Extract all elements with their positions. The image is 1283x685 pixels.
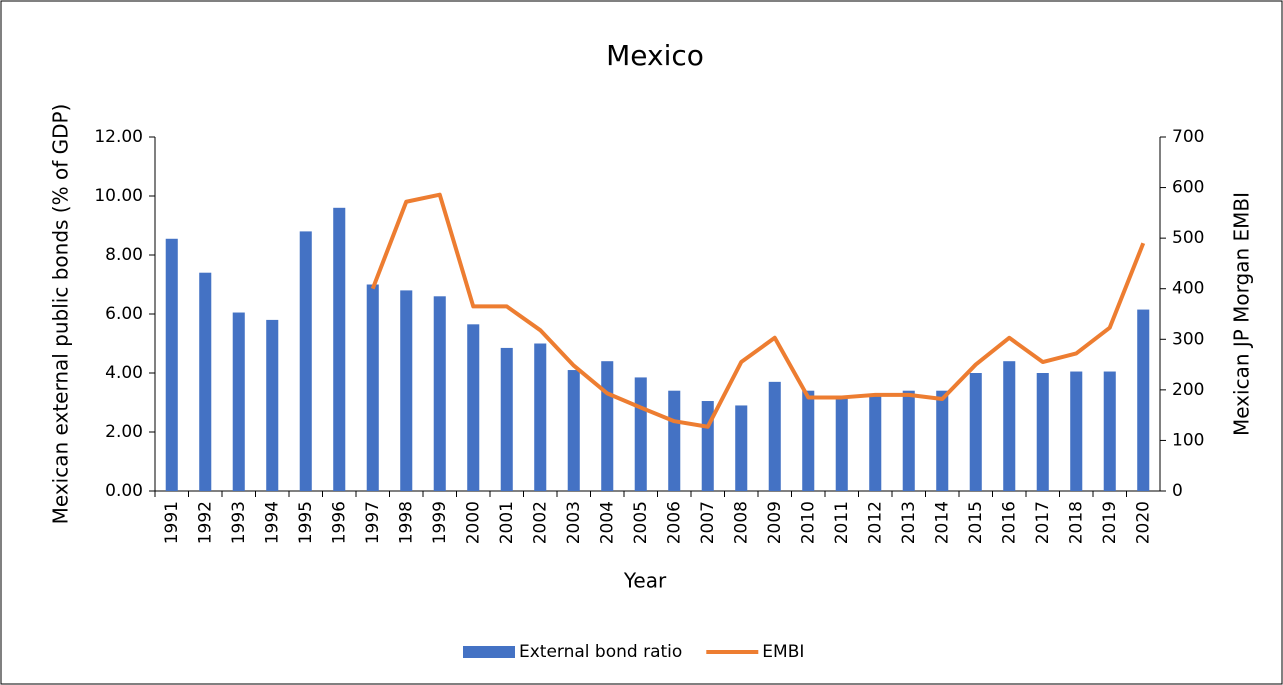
y2-tick-label: 300 — [1172, 329, 1204, 349]
y-tick-label: 8.00 — [105, 245, 143, 265]
bar — [936, 390, 949, 491]
x-tick-label: 2005 — [631, 501, 651, 544]
y2-tick-label: 200 — [1172, 380, 1204, 400]
x-tick-label: 2012 — [865, 501, 885, 544]
bar — [802, 390, 815, 491]
y2-tick-label: 500 — [1172, 228, 1204, 248]
legend-label: EMBI — [762, 642, 804, 662]
bar — [869, 393, 882, 491]
bar — [1003, 361, 1016, 491]
x-tick-label: 2003 — [564, 501, 584, 544]
x-tick-label: 2004 — [597, 501, 617, 544]
legend-swatch — [463, 646, 515, 658]
bar — [601, 361, 614, 491]
y2-axis-title: Mexican JP Morgan EMBI — [1230, 192, 1254, 436]
bar — [835, 396, 848, 491]
bar — [333, 207, 346, 492]
y-tick-label: 0.00 — [105, 481, 143, 501]
x-tick-label: 1996 — [329, 501, 349, 544]
y-tick-label: 10.00 — [94, 186, 143, 206]
bar — [199, 272, 212, 491]
x-tick-label: 2010 — [798, 501, 818, 544]
x-tick-label: 2011 — [832, 501, 852, 544]
bar — [969, 373, 982, 491]
x-tick-label: 2000 — [463, 501, 483, 544]
bar — [266, 319, 279, 491]
x-tick-label: 2014 — [932, 501, 952, 544]
x-tick-label: 2001 — [497, 501, 517, 544]
x-tick-label: 2002 — [530, 501, 550, 544]
bar — [534, 343, 547, 491]
bar — [1036, 373, 1049, 491]
x-tick-label: 1995 — [296, 501, 316, 544]
bar — [299, 231, 312, 491]
y2-tick-label: 100 — [1172, 430, 1204, 450]
bar — [400, 290, 413, 491]
bar — [735, 405, 748, 491]
line-series — [370, 192, 1146, 429]
x-tick-label: 2009 — [765, 501, 785, 544]
y-tick-label: 2.00 — [105, 422, 143, 442]
x-axis-title: Year — [623, 569, 667, 593]
y-tick-label: 6.00 — [105, 304, 143, 324]
x-tick-label: 1998 — [396, 501, 416, 544]
bar — [165, 238, 178, 491]
x-tick-label: 2018 — [1066, 501, 1086, 544]
bar — [567, 370, 580, 491]
x-tick-label: 2019 — [1100, 501, 1120, 544]
x-tick-label: 2007 — [698, 501, 718, 544]
x-tick-label: 2015 — [966, 501, 986, 544]
y2-tick-label: 400 — [1172, 279, 1204, 299]
bar — [366, 284, 379, 491]
y2-tick-label: 700 — [1172, 127, 1204, 147]
x-tick-label: 2008 — [731, 501, 751, 544]
x-tick-label: 1997 — [363, 501, 383, 544]
bar — [1070, 371, 1083, 491]
y-tick-label: 12.00 — [94, 127, 143, 147]
bar — [500, 347, 513, 491]
x-tick-label: 1992 — [195, 501, 215, 544]
bar — [467, 324, 480, 491]
x-tick-label: 1999 — [430, 501, 450, 544]
bar — [668, 390, 681, 491]
y2-tick-label: 600 — [1172, 178, 1204, 198]
bar — [1103, 371, 1116, 491]
bar — [768, 381, 781, 491]
x-tick-label: 2006 — [664, 501, 684, 544]
x-tick-label: 2017 — [1033, 501, 1053, 544]
x-tick-label: 1991 — [162, 501, 182, 544]
y-tick-label: 4.00 — [105, 363, 143, 383]
bar — [902, 390, 915, 491]
bar — [433, 296, 446, 491]
y2-tick-label: 0 — [1172, 481, 1183, 501]
bar — [1137, 309, 1150, 491]
bar — [232, 312, 245, 491]
legend-label: External bond ratio — [519, 642, 682, 662]
x-tick-label: 2020 — [1133, 501, 1153, 544]
chart-title: Mexico — [606, 39, 704, 72]
x-tick-label: 2016 — [999, 501, 1019, 544]
bar — [634, 377, 647, 491]
x-tick-label: 1993 — [229, 501, 249, 544]
x-tick-label: 2013 — [899, 501, 919, 544]
x-tick-label: 1994 — [262, 501, 282, 544]
y-axis-title: Mexican external public bonds (% of GDP) — [49, 104, 73, 525]
